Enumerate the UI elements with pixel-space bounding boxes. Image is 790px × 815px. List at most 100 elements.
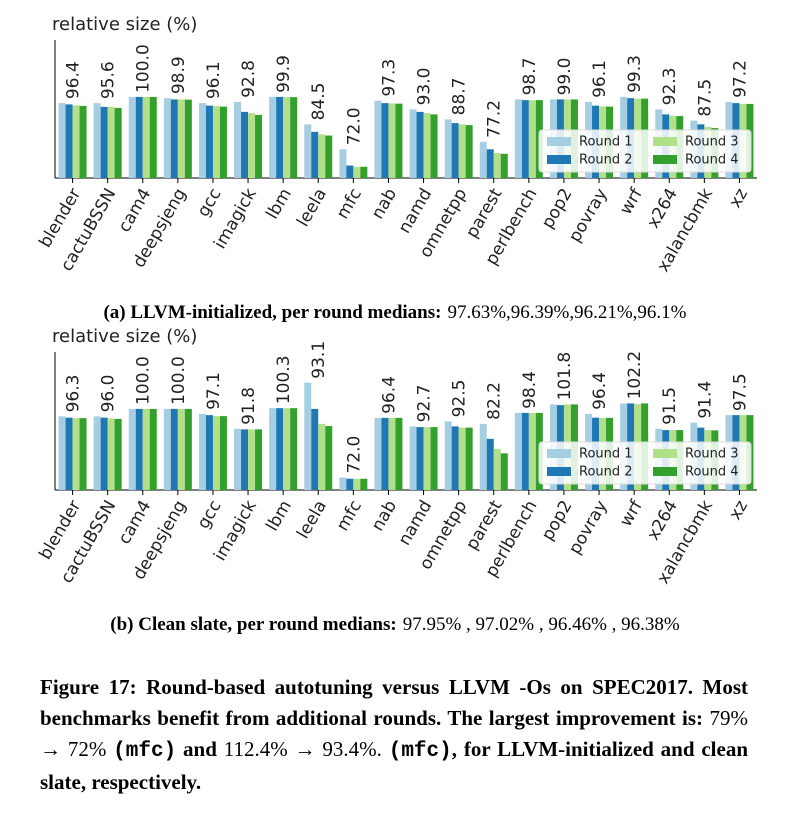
bar — [177, 408, 185, 490]
value-label: 98.7 — [520, 58, 540, 96]
bar — [58, 103, 66, 178]
bar — [58, 416, 66, 490]
value-label: 77.2 — [485, 100, 505, 138]
bar — [304, 382, 312, 490]
bar — [114, 418, 122, 490]
x-tick-label: gcc — [194, 185, 226, 221]
bar — [409, 426, 417, 490]
bar — [311, 131, 319, 178]
bar — [241, 429, 249, 490]
value-label: 84.5 — [309, 82, 329, 120]
figure-caption: Figure 17: Round-based autotuning versus… — [40, 672, 748, 798]
bar — [416, 427, 424, 490]
bar — [290, 408, 298, 490]
bar — [255, 114, 263, 178]
value-label: 100.3 — [274, 355, 294, 404]
x-tick-label: xz — [725, 497, 752, 524]
bar — [142, 408, 150, 490]
legend-swatch — [653, 467, 677, 476]
bar — [304, 124, 312, 178]
bar — [276, 408, 284, 490]
legend-box — [538, 129, 752, 173]
bar — [170, 408, 178, 490]
x-tick-label: leela — [293, 185, 331, 230]
value-label: 96.4 — [379, 376, 399, 414]
bar — [184, 408, 192, 490]
bar — [423, 113, 431, 178]
value-label: 98.4 — [520, 371, 540, 409]
value-label: 96.1 — [590, 60, 610, 98]
bar — [465, 125, 473, 178]
value-label: 72.0 — [344, 436, 364, 474]
value-label: 96.1 — [204, 61, 224, 99]
bar — [451, 426, 459, 490]
x-tick-label: gcc — [194, 497, 226, 533]
bar — [79, 418, 87, 490]
value-label: 97.2 — [730, 60, 750, 98]
value-label: 92.7 — [415, 385, 435, 423]
legend-box — [538, 441, 752, 485]
caption-run: (mfc) — [113, 740, 177, 763]
subcaption-text: 97.63%,96.39%,96.21%,96.1% — [447, 302, 686, 323]
bar — [444, 119, 452, 178]
bar — [107, 106, 115, 178]
bar — [339, 149, 347, 178]
value-label: 88.7 — [450, 77, 470, 115]
bar — [353, 166, 361, 178]
bar — [311, 408, 319, 490]
bar — [430, 427, 438, 490]
value-label: 97.3 — [379, 59, 399, 97]
bar — [128, 408, 136, 490]
bar — [276, 96, 284, 178]
legend-swatch — [653, 155, 677, 164]
bar — [381, 417, 389, 490]
value-label: 92.5 — [450, 380, 470, 418]
bar — [114, 107, 122, 178]
bar — [479, 141, 487, 178]
bar — [374, 417, 382, 490]
x-tick-label: xz — [725, 185, 752, 212]
bar — [360, 478, 368, 490]
value-label: 72.0 — [344, 107, 364, 145]
subcaption: (b) Clean slate, per round medians: 97.95… — [110, 614, 680, 635]
legend-label: Round 3 — [685, 447, 739, 462]
value-label: 101.8 — [555, 352, 575, 401]
legend-label: Round 3 — [685, 135, 739, 150]
bar — [255, 429, 263, 490]
x-tick-label: lbm — [262, 497, 295, 535]
value-label: 82.2 — [485, 382, 505, 420]
x-tick-label: lbm — [262, 185, 295, 223]
value-label: 93.0 — [415, 68, 435, 106]
bar — [493, 153, 501, 178]
bar — [514, 412, 522, 490]
bar — [198, 103, 206, 178]
bar — [248, 113, 256, 178]
bar — [269, 96, 277, 178]
bar — [458, 427, 466, 490]
x-tick-label: leela — [293, 497, 331, 542]
bar — [212, 416, 220, 490]
bar — [444, 421, 452, 490]
bar — [107, 418, 115, 490]
bar — [500, 453, 508, 490]
legend-swatch — [547, 467, 571, 476]
bar — [346, 165, 354, 178]
bar — [100, 106, 108, 178]
bar — [521, 100, 529, 178]
value-label: 96.3 — [64, 375, 84, 413]
bar — [416, 111, 424, 178]
value-label: 92.3 — [660, 68, 680, 106]
bar — [318, 423, 326, 490]
bar — [388, 103, 396, 178]
legend-swatch — [547, 137, 571, 146]
value-label: 95.6 — [99, 61, 119, 99]
bar — [465, 427, 473, 490]
value-label: 96.0 — [99, 375, 119, 413]
bar — [423, 427, 431, 490]
caption-run: , for LLVM-initialized and clean slate, … — [40, 737, 749, 794]
bar — [325, 426, 333, 490]
bar — [346, 478, 354, 490]
bar — [528, 100, 536, 178]
bar — [479, 423, 487, 490]
bar — [93, 416, 101, 490]
